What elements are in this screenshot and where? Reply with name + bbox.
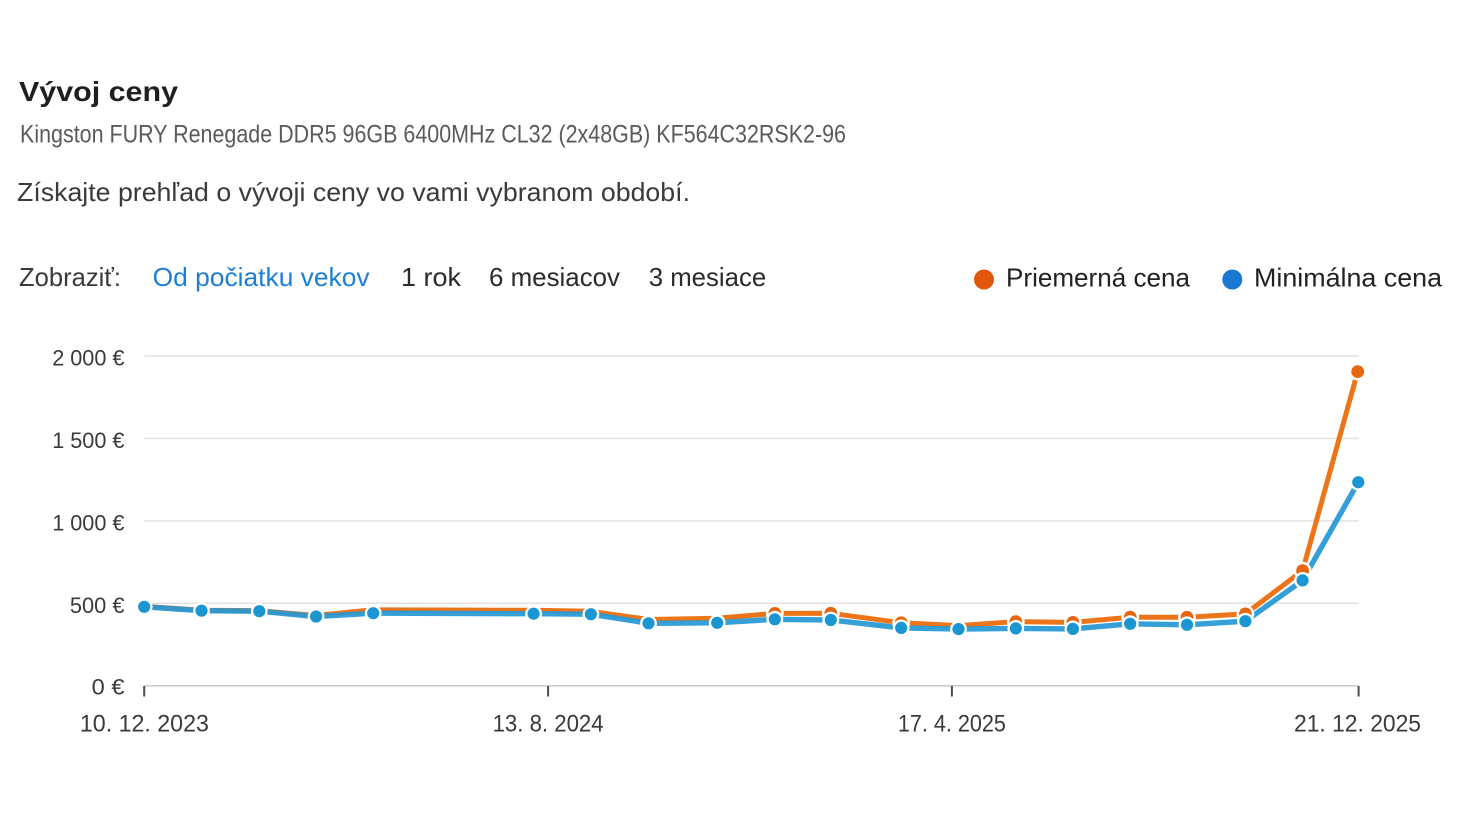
svg-text:Minimálna cena: Minimálna cena xyxy=(1254,263,1443,293)
svg-text:Získajte prehľad o vývoji ceny: Získajte prehľad o vývoji ceny vo vami v… xyxy=(17,177,690,207)
svg-text:17. 4. 2025: 17. 4. 2025 xyxy=(898,711,1006,738)
svg-text:Vývoj ceny: Vývoj ceny xyxy=(19,76,178,107)
svg-text:2 000 €: 2 000 € xyxy=(52,346,124,371)
svg-text:13. 8. 2024: 13. 8. 2024 xyxy=(493,711,604,738)
svg-text:1 000 €: 1 000 € xyxy=(52,510,124,535)
svg-text:Priemerná cena: Priemerná cena xyxy=(1006,263,1191,293)
svg-text:0 €: 0 € xyxy=(92,675,125,700)
svg-text:Kingston FURY Renegade DDR5 96: Kingston FURY Renegade DDR5 96GB 6400MHz… xyxy=(20,121,846,149)
svg-text:21. 12. 2025: 21. 12. 2025 xyxy=(1294,711,1421,738)
svg-text:1 rok: 1 rok xyxy=(401,262,462,292)
svg-text:10. 12. 2023: 10. 12. 2023 xyxy=(80,711,209,738)
svg-text:3 mesiace: 3 mesiace xyxy=(649,262,767,292)
svg-text:500 €: 500 € xyxy=(70,593,125,618)
svg-text:6 mesiacov: 6 mesiacov xyxy=(489,262,620,292)
svg-text:Zobraziť:: Zobraziť: xyxy=(19,262,121,292)
svg-text:1 500 €: 1 500 € xyxy=(52,428,124,453)
svg-text:Od počiatku vekov: Od počiatku vekov xyxy=(153,262,370,292)
